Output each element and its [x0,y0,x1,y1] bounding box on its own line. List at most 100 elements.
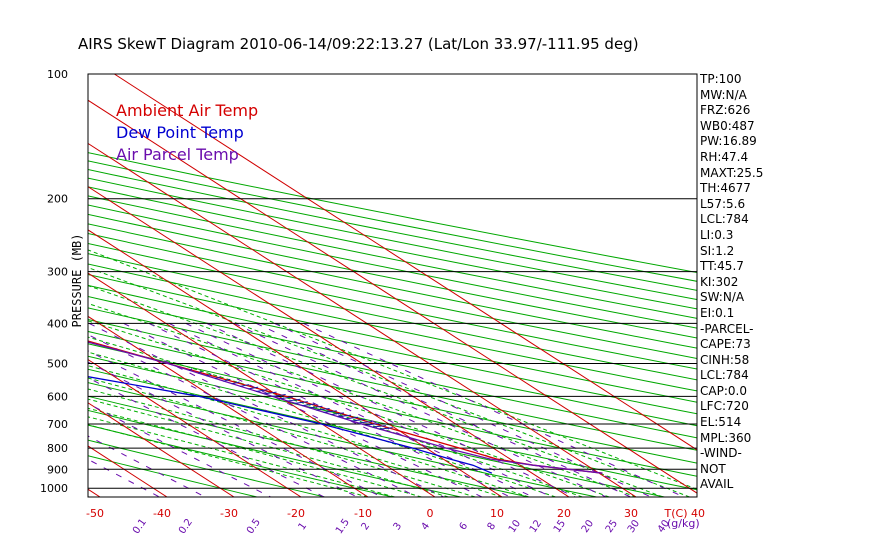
pressure-tick-label: 900 [47,463,68,476]
series-line-2 [88,341,603,474]
stat-item: LCL:784 [700,368,749,383]
mixing-ratio-line [88,377,325,497]
bottom-temp-tick: 20 [557,507,571,520]
stat-item: CAPE:73 [700,337,751,352]
stat-item: PW:16.89 [700,134,757,149]
bottom-temp-tick: 40 [691,507,705,520]
dry-adiabat [88,168,697,291]
pressure-tick-label: 300 [47,266,68,279]
isotherm [88,315,369,497]
mixing-ratio-line [88,458,160,497]
cape-hatch [316,408,330,411]
stat-item: CAP:0.0 [700,383,747,398]
stat-item: -WIND- [700,446,742,461]
mixing-ratio-line [234,322,607,497]
cape-hatch [189,368,193,371]
moist-adiabat [88,377,503,497]
isotherm [88,99,697,494]
legend-dewpoint: Dew Point Temp [116,123,244,142]
stat-item: EI:0.1 [700,305,735,320]
y-axis-label: PRESSURE (MB) [70,234,84,328]
isotherm [88,402,235,497]
dry-adiabat [88,424,393,497]
dry-adiabat [88,274,697,403]
mixing-ratio-line [185,322,552,497]
dry-adiabat [88,296,697,427]
cape-hatch [330,412,344,416]
cape-hatch [351,418,366,422]
bottom-temp-tick: 30 [624,507,638,520]
pressure-tick-label: 600 [47,390,68,403]
dry-adiabat [88,233,697,359]
moist-adiabat [88,388,476,497]
cape-hatch [358,420,373,424]
cape-hatch [264,391,277,395]
stat-item: KI:302 [700,274,739,289]
mixing-ratio-line [88,435,206,497]
mixing-ratio-line [148,322,511,497]
mixing-ratio-line [123,322,483,497]
dry-adiabat [88,242,697,370]
dry-adiabat [88,152,697,274]
cape-hatch [197,370,203,374]
isotherm [88,229,503,497]
moist-adiabat [88,416,395,497]
dry-adiabat [88,455,258,497]
dry-adiabat [88,330,697,464]
cape-hatch [223,378,231,382]
stat-item: AVAIL [700,477,734,492]
stat-item: WB0:487 [700,118,755,133]
mixing-ratio-tick: 6 [458,521,471,533]
bottom-temp-tick: -20 [287,507,305,520]
mixing-ratio-tick: 0.1 [131,517,149,536]
mixing-ratio-line [206,322,576,497]
mixing-ratio-line [88,322,444,497]
mixing-ratio-tick: 10 [507,518,523,535]
mixing-ratio-tick: 1.5 [334,517,352,536]
cape-hatch [337,414,352,418]
moist-adiabat [88,285,663,497]
mixing-ratio-line [88,334,418,497]
stat-item: RH:47.4 [700,149,749,164]
stat-item: TH:4677 [700,181,751,196]
pressure-tick-label: 700 [47,418,68,431]
legend-parcel: Air Parcel Temp [116,145,239,164]
moist-adiabat [88,267,690,497]
stat-item: LFC:720 [700,399,749,414]
cape-hatch [308,405,323,409]
dry-adiabat [88,223,697,349]
stat-item: NOT [700,461,726,476]
mixing-ratio-tick: 2 [360,521,373,533]
dry-adiabat [88,382,597,497]
mixing-ratio-line [88,350,382,497]
isotherm [88,488,101,497]
bottom-temp-tick: -30 [220,507,238,520]
dry-adiabat [88,343,697,477]
mixing-ratio-unit: (g/kg) [667,517,700,530]
dry-adiabat [88,307,697,439]
isotherm [88,358,302,497]
dry-adiabat [88,439,325,497]
stat-item: EL:514 [700,415,742,430]
mixing-ratio-tick: 12 [528,518,544,535]
dry-adiabat [88,177,697,301]
stat-item: L57:5.6 [700,196,746,211]
isotherm [0,74,33,497]
cape-hatch [287,398,301,402]
stat-item: TP:100 [700,72,742,86]
moist-adiabat [88,320,610,497]
cape-hatch [323,410,337,413]
bottom-temp-tick: 10 [490,507,504,520]
cape-hatch [372,425,386,428]
mixing-ratio-tick: 3 [392,521,405,533]
cape-hatch [247,386,259,390]
dry-adiabat [88,284,697,415]
bottom-temp-tick: 0 [427,507,434,520]
dry-adiabat [88,186,697,310]
cape-hatch [279,396,294,400]
dry-adiabat [88,213,697,339]
isotherm [88,272,436,497]
mixing-ratio-tick: 0.5 [245,517,263,536]
mixing-ratio-tick: 4 [420,521,433,533]
